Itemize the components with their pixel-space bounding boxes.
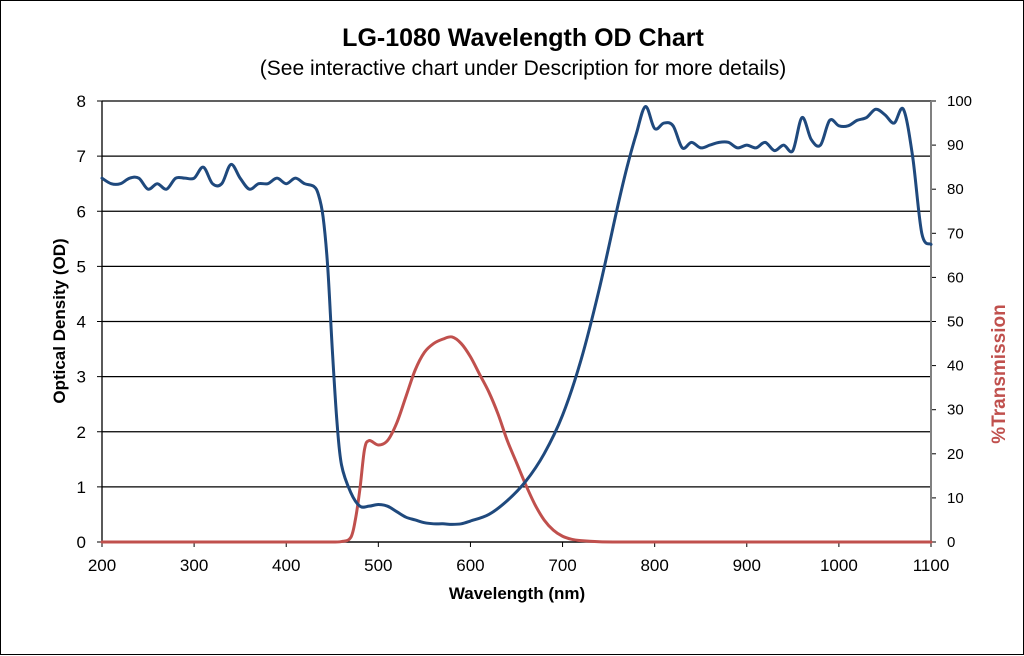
chart-title: LG-1080 Wavelength OD Chart <box>342 24 704 52</box>
y2-tick-labels: 0 10 20 30 40 50 60 70 80 90 100 <box>947 93 972 551</box>
x-tick-label: 800 <box>640 556 668 575</box>
x-tick-label: 600 <box>456 556 484 575</box>
y2-tick-label: 60 <box>947 269 964 286</box>
gridlines <box>102 100 931 543</box>
chart-subtitle: (See interactive chart under Description… <box>260 57 786 80</box>
x-tick-label: 700 <box>548 556 576 575</box>
y-axis-label: Optical Density (OD) <box>50 238 69 403</box>
x-tick-label: 500 <box>364 556 392 575</box>
y2-tick-label: 0 <box>947 534 955 551</box>
y2-tick-label: 100 <box>947 93 972 110</box>
y-tick-label: 1 <box>77 478 86 497</box>
optical-density-line <box>100 105 933 526</box>
x-tick-label: 200 <box>88 556 116 575</box>
x-tick-label: 1100 <box>913 556 950 575</box>
axes <box>97 100 936 547</box>
x-tick-label: 900 <box>733 556 761 575</box>
y2-tick-label: 50 <box>947 314 964 331</box>
y2-tick-label: 70 <box>947 225 964 242</box>
y2-axis-label: %Transmission <box>989 304 1010 443</box>
y2-tick-label: 40 <box>947 358 964 375</box>
y-tick-label: 4 <box>77 313 86 332</box>
y-tick-label: 5 <box>77 257 86 276</box>
x-tick-label: 300 <box>180 556 208 575</box>
y-tick-label: 0 <box>77 533 86 552</box>
y-tick-label: 2 <box>77 423 86 442</box>
y-tick-labels: 0 1 2 3 4 5 6 7 8 <box>77 92 86 552</box>
x-axis-label: Wavelength (nm) <box>449 584 585 603</box>
y2-tick-label: 30 <box>947 402 964 419</box>
y2-tick-label: 20 <box>947 446 964 463</box>
y-tick-label: 7 <box>77 147 86 166</box>
y2-tick-label: 10 <box>947 490 964 507</box>
y-tick-label: 3 <box>77 368 86 387</box>
x-tick-label: 400 <box>272 556 300 575</box>
y2-tick-label: 90 <box>947 137 964 154</box>
series-lines <box>100 105 933 544</box>
y-tick-label: 8 <box>77 92 86 111</box>
y2-tick-label: 80 <box>947 181 964 198</box>
y-tick-label: 6 <box>77 202 86 221</box>
transmission-line <box>100 335 933 544</box>
x-tick-label: 1000 <box>820 556 858 575</box>
x-tick-labels: 200 300 400 500 600 700 800 900 1000 1100 <box>88 556 949 575</box>
